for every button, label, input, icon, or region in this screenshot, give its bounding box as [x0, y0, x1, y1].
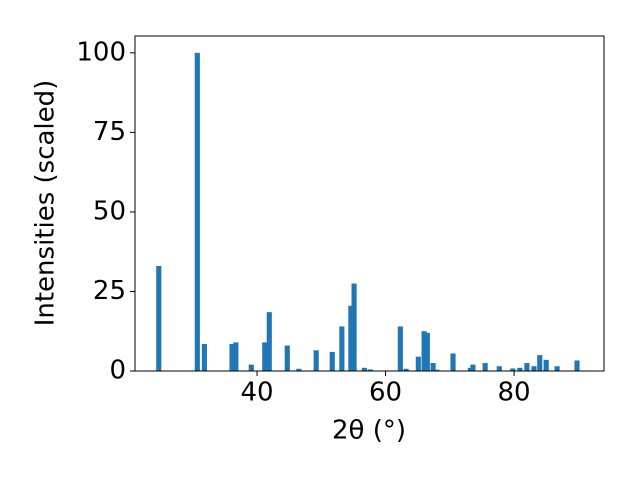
bar: [470, 364, 476, 371]
y-axis-label: Intensities (scaled): [31, 80, 61, 327]
bar: [361, 367, 367, 371]
y-tick-label: 25: [93, 276, 126, 306]
y-tick-label: 75: [93, 117, 126, 147]
bar: [554, 366, 560, 371]
bar: [266, 312, 272, 371]
bar: [510, 368, 516, 371]
y-tick-label: 0: [109, 356, 126, 386]
bar: [574, 360, 580, 371]
x-axis-label: 2θ (°): [332, 416, 406, 446]
plot-frame: [134, 35, 605, 372]
bar: [421, 331, 427, 371]
bar: [156, 266, 162, 371]
bar: [348, 305, 354, 371]
bar: [284, 345, 290, 371]
y-tick-label: 50: [93, 196, 126, 226]
bar: [403, 368, 409, 371]
bar: [434, 369, 440, 371]
bar: [496, 366, 502, 371]
x-tick-label: 80: [498, 378, 531, 408]
bar: [397, 326, 403, 371]
bar: [367, 369, 373, 371]
x-tick-label: 40: [241, 378, 274, 408]
bar: [424, 332, 430, 371]
bar: [430, 363, 436, 371]
bar: [194, 52, 200, 371]
bar: [201, 343, 207, 371]
bar: [531, 366, 537, 371]
x-tick-label: 60: [369, 378, 402, 408]
bar: [537, 355, 543, 371]
bar: [233, 342, 239, 371]
bar: [351, 283, 357, 371]
bar: [313, 350, 319, 371]
bar: [329, 351, 335, 371]
y-tick-label: 100: [76, 37, 126, 67]
bar: [482, 363, 488, 371]
bar: [524, 363, 530, 371]
bar: [248, 364, 254, 371]
bar: [517, 367, 523, 371]
bar: [450, 353, 456, 371]
bar: [229, 343, 235, 371]
bar: [339, 326, 345, 371]
bar: [543, 359, 549, 371]
bar: [296, 368, 302, 371]
bar: [262, 342, 268, 371]
bar: [415, 356, 421, 371]
